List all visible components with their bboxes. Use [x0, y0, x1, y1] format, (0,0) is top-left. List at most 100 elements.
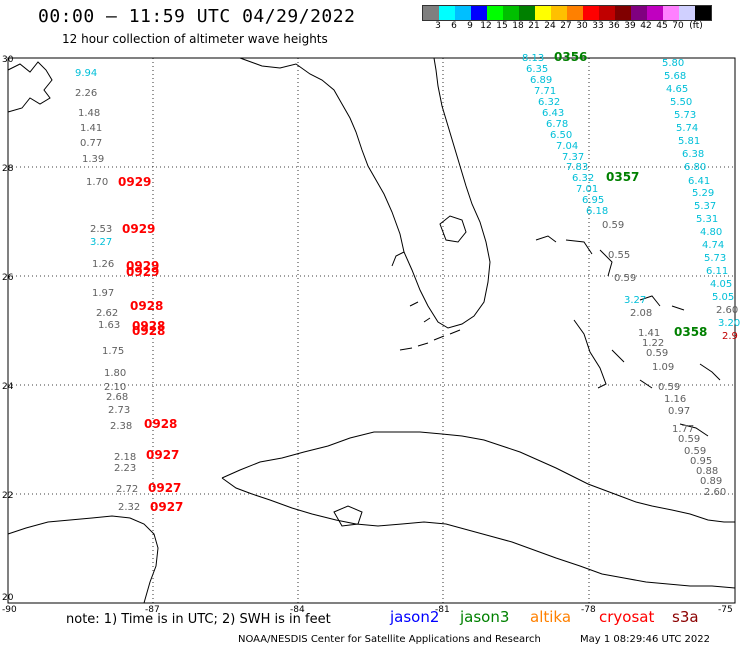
wave-value: 7.71 [534, 86, 556, 97]
time-label: 0358 [674, 325, 707, 339]
wave-value: 2.18 [114, 452, 136, 463]
time-label: 0928 [144, 417, 177, 431]
wave-value: 5.81 [678, 136, 700, 147]
legend-swatch [455, 6, 471, 20]
lon-label-81: -81 [435, 605, 450, 615]
wave-value: 7.83 [566, 162, 588, 173]
time-label: 0928 [130, 299, 163, 313]
legend-swatch [487, 6, 503, 20]
time-label: 0929 [122, 222, 155, 236]
legend-unit: (ft) [689, 21, 703, 31]
wave-value: 4.65 [666, 84, 688, 95]
wave-value: 1.97 [92, 288, 114, 299]
gulf-coastline [7, 61, 53, 113]
wave-value: 7.01 [576, 184, 598, 195]
wave-value: 2.72 [116, 484, 138, 495]
wave-value: 5.50 [670, 97, 692, 108]
lat-label-30: 30 [2, 55, 14, 65]
wave-value: 2.68 [106, 392, 128, 403]
legend-swatch [583, 6, 599, 20]
wave-value: 2.60 [704, 487, 726, 498]
wave-value: 1.80 [104, 368, 126, 379]
lat-label-20: 20 [2, 593, 14, 603]
wave-value: 1.77 [672, 424, 694, 435]
wave-value: 2.60 [716, 305, 738, 316]
legend-label: 30 [576, 21, 588, 31]
wave-value: 1.48 [78, 108, 100, 119]
cuba-south-coast [221, 477, 736, 589]
time-label: 0356 [554, 50, 587, 64]
legend-swatch [695, 6, 711, 20]
wave-value: 4.80 [700, 227, 722, 238]
satellite-cryosat: cryosat [599, 608, 655, 626]
wave-value: 0.59 [646, 348, 668, 359]
legend-swatch [647, 6, 663, 20]
legend-label: 12 [480, 21, 492, 31]
lon-label-87: -87 [145, 605, 160, 615]
page-title: 00:00 – 11:59 UTC 04/29/2022 [38, 6, 356, 27]
lat-label-22: 22 [2, 491, 13, 501]
satellite-jason3: jason3 [460, 608, 510, 626]
wave-value: 0.59 [614, 273, 636, 284]
legend-swatch [631, 6, 647, 20]
color-legend [422, 5, 712, 21]
wave-value: 6.32 [572, 173, 594, 184]
lat-label-28: 28 [2, 164, 14, 174]
wave-value: 6.50 [550, 130, 572, 141]
wave-value: 0.97 [668, 406, 690, 417]
time-label: 0929 [126, 265, 159, 279]
lat-label-24: 24 [2, 382, 14, 392]
legend-label: 6 [451, 21, 457, 31]
florida-keys [399, 329, 461, 351]
lon-label-78: -78 [581, 605, 596, 615]
lon-label-90: -90 [2, 605, 17, 615]
wave-value: 1.41 [80, 123, 102, 134]
page-subtitle: 12 hour collection of altimeter wave hei… [62, 32, 328, 46]
wave-value: 6.18 [586, 206, 608, 217]
map-frame [7, 57, 736, 604]
legend-label: 39 [624, 21, 636, 31]
legend-label: 42 [640, 21, 652, 31]
wave-value: 6.80 [684, 162, 706, 173]
time-label: 0928 [132, 324, 165, 338]
wave-value: 6.43 [542, 108, 564, 119]
track-right: 5.80 5.68 4.65 5.50 5.73 5.74 5.81 6.38 … [662, 58, 740, 342]
track-mid: 8.13 6.35 6.89 7.71 6.32 6.43 6.78 6.50 … [522, 53, 726, 498]
lon-axis-labels: -90 -87 -84 -81 -78 -75 [2, 605, 733, 615]
wave-value: 2.08 [630, 308, 652, 319]
time-label: 0927 [146, 448, 179, 462]
legend-label: 45 [656, 21, 668, 31]
florida-panhandle-coast [239, 57, 491, 329]
wave-value: 5.74 [676, 123, 698, 134]
wave-value: 6.38 [682, 149, 704, 160]
legend-label: 15 [496, 21, 508, 31]
legend-swatch [535, 6, 551, 20]
wave-value: 5.73 [674, 110, 696, 121]
time-label: 0929 [118, 175, 151, 189]
track-left-times: 0929 0929 0929 0929 0928 0928 0928 0928 … [118, 175, 183, 514]
wave-value: 7.04 [556, 141, 578, 152]
wave-value: 1.70 [86, 177, 108, 188]
time-label: 0927 [148, 481, 181, 495]
wave-value: 2.23 [114, 463, 136, 474]
track-left: 9.94 2.26 1.48 1.41 0.77 1.39 1.70 2.53 … [75, 68, 140, 513]
bahamas-islands [535, 235, 721, 437]
legend-swatch [503, 6, 519, 20]
satellite-s3a: s3a [672, 608, 699, 626]
wave-value: 2.53 [90, 224, 112, 235]
legend-label: 24 [544, 21, 556, 31]
note-text: note: 1) Time is in UTC; 2) SWH is in fe… [66, 612, 331, 627]
legend-label: 36 [608, 21, 620, 31]
legend-swatch [439, 6, 455, 20]
legend-swatch [551, 6, 567, 20]
wave-value: 6.11 [706, 266, 728, 277]
time-label: 0929 [126, 259, 159, 273]
track-mid-times: 0356 0357 0358 [554, 50, 707, 339]
lon-label-75: -75 [718, 605, 733, 615]
wave-value: 5.80 [662, 58, 684, 69]
wave-value: 6.41 [688, 176, 710, 187]
legend-label: 18 [512, 21, 524, 31]
wave-value: 1.63 [98, 320, 120, 331]
wave-value: 6.78 [546, 119, 568, 130]
wave-value: 9.94 [75, 68, 97, 79]
